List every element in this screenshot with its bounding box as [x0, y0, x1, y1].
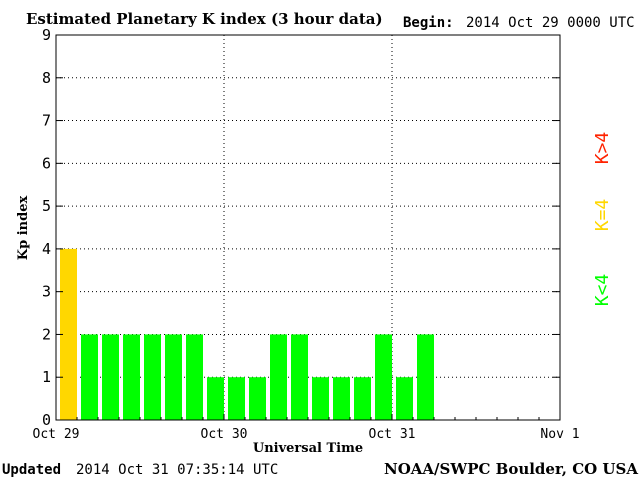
chart-title: Estimated Planetary K index (3 hour data…	[26, 10, 383, 28]
kp-bar	[207, 377, 224, 420]
y-tick-label: 4	[42, 240, 51, 258]
kp-bar	[165, 334, 182, 420]
x-tick-label: Oct 29	[33, 427, 80, 442]
kp-bar	[186, 334, 203, 420]
y-tick-label: 9	[42, 26, 51, 44]
x-axis-title: Universal Time	[253, 441, 363, 456]
legend-low: K<4	[592, 274, 613, 307]
y-tick-label: 0	[42, 411, 51, 429]
y-tick-label: 2	[42, 325, 51, 343]
y-tick-label: 8	[42, 69, 51, 87]
kp-bar	[375, 334, 392, 420]
kp-bar	[354, 377, 371, 420]
y-tick-label: 1	[42, 368, 51, 386]
x-tick-label: Oct 31	[369, 427, 416, 442]
legend-high: K>4	[592, 132, 613, 165]
bars	[60, 248, 434, 420]
y-tick-label: 3	[42, 283, 51, 301]
kp-bar	[81, 334, 98, 420]
kp-bar	[249, 377, 266, 420]
kp-bar	[270, 334, 287, 420]
begin-label: Begin:	[403, 15, 454, 31]
kp-bar	[333, 377, 350, 420]
y-axis-title: Kp index	[16, 196, 31, 261]
credit-text: NOAA/SWPC Boulder, CO USA	[384, 460, 638, 478]
kp-bar	[396, 377, 413, 420]
x-tick-label: Nov 1	[540, 427, 579, 442]
kp-bar	[291, 334, 308, 420]
updated-label: Updated	[2, 462, 61, 478]
begin-value: 2014 Oct 29 0000 UTC	[466, 15, 635, 31]
kp-bar	[144, 334, 161, 420]
legend-equal: K=4	[592, 199, 613, 232]
kp-bar	[312, 377, 329, 420]
y-tick-label: 7	[42, 112, 51, 130]
updated-value: 2014 Oct 31 07:35:14 UTC	[76, 462, 278, 478]
kp-bar	[60, 248, 77, 420]
kp-bar	[417, 334, 434, 420]
kp-bar	[123, 334, 140, 420]
kp-bar	[228, 377, 245, 420]
y-tick-label: 5	[42, 197, 51, 215]
x-tick-label: Oct 30	[201, 427, 248, 442]
y-tick-label: 6	[42, 154, 51, 172]
kp-bar	[102, 334, 119, 420]
axis-ticks: 0 1 2 3 4 5 6 7 8 9 Oct 29 Oct 30 Oct 31 Nov 1	[33, 26, 580, 442]
